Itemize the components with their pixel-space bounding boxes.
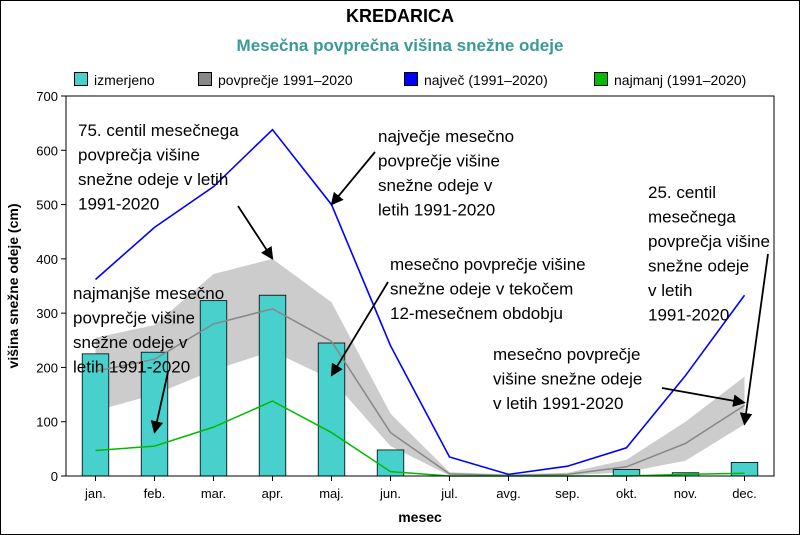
legend-label-min: najmanj (1991–2020) — [614, 72, 747, 88]
x-tick-label: jan. — [84, 486, 106, 501]
legend-swatch-measured — [74, 72, 88, 86]
annotation-3: mesečno povprečje višine snežne odeje v t… — [390, 255, 586, 323]
annotation-arrow-3 — [330, 281, 389, 377]
y-tick-label: 400 — [36, 252, 58, 267]
x-tick-label: sep. — [555, 486, 580, 501]
x-tick-label: feb. — [144, 486, 166, 501]
bar-jan — [81, 353, 110, 477]
x-tick-label: jun. — [379, 486, 401, 501]
x-tick-label: avg. — [496, 486, 521, 501]
bar-maj — [317, 342, 346, 477]
x-tick-label: mar. — [201, 486, 226, 501]
line-max — [94, 128, 746, 476]
y-tick-label: 600 — [36, 143, 58, 158]
y-tick-label: 300 — [36, 306, 58, 321]
y-tick-label: 200 — [36, 360, 58, 375]
x-tick-label: nov. — [674, 486, 698, 501]
x-tick-label: maj. — [319, 486, 344, 501]
legend-label-max: največ (1991–2020) — [424, 72, 548, 88]
legend-label-average: povprečje 1991–2020 — [218, 72, 353, 88]
annotation-arrow-1 — [237, 205, 274, 260]
annotation-4: najmanjše mesečno povprečje višine snežne … — [73, 284, 224, 377]
y-axis-title: višina snežne odeje (cm) — [5, 204, 21, 369]
legend: izmerjeno povprečje 1991–2020 največ (19… — [66, 72, 786, 92]
legend-swatch-min — [594, 72, 608, 86]
chart-title: KREDARICA — [346, 6, 454, 26]
legend-label-measured: izmerjeno — [94, 72, 155, 88]
chart-subtitle: Mesečna povprečna višina snežne odeje — [236, 36, 564, 55]
bar-apr — [258, 294, 287, 477]
annotation-2: največje mesečno povprečje višine snežne o… — [378, 127, 514, 220]
x-tick-label: dec. — [732, 486, 757, 501]
annotation-6: mesečno povprečje višine snežne odeje v le… — [493, 345, 642, 413]
x-tick-label: okt. — [616, 486, 637, 501]
annotation-1: 75. centil mesečnega povprečja višine snež… — [78, 121, 239, 214]
y-tick-label: 0 — [51, 469, 58, 484]
y-tick-label: 100 — [36, 415, 58, 430]
x-tick-label: jul. — [440, 486, 458, 501]
y-tick-label: 700 — [36, 89, 58, 104]
legend-item-average: povprečje 1991–2020 — [198, 72, 353, 88]
plot-area-border — [65, 95, 775, 477]
annotation-arrow-4 — [150, 371, 169, 434]
legend-swatch-average — [198, 72, 212, 86]
legend-swatch-max — [404, 72, 418, 86]
bar-mar — [199, 300, 228, 477]
legend-item-max: največ (1991–2020) — [404, 72, 548, 88]
annotation-5: 25. centil mesečnega povprečja višine snežn… — [648, 183, 770, 325]
legend-item-min: najmanj (1991–2020) — [594, 72, 746, 88]
line-average — [95, 307, 745, 477]
x-tick-label: apr. — [262, 486, 284, 501]
annotation-arrow-5 — [739, 253, 769, 426]
legend-item-measured: izmerjeno — [74, 72, 155, 88]
annotation-arrow-2 — [330, 151, 376, 206]
bar-feb — [140, 351, 169, 477]
x-axis-title: mesec — [398, 509, 442, 525]
y-tick-label: 500 — [36, 198, 58, 213]
annotation-arrow-6 — [661, 387, 746, 407]
